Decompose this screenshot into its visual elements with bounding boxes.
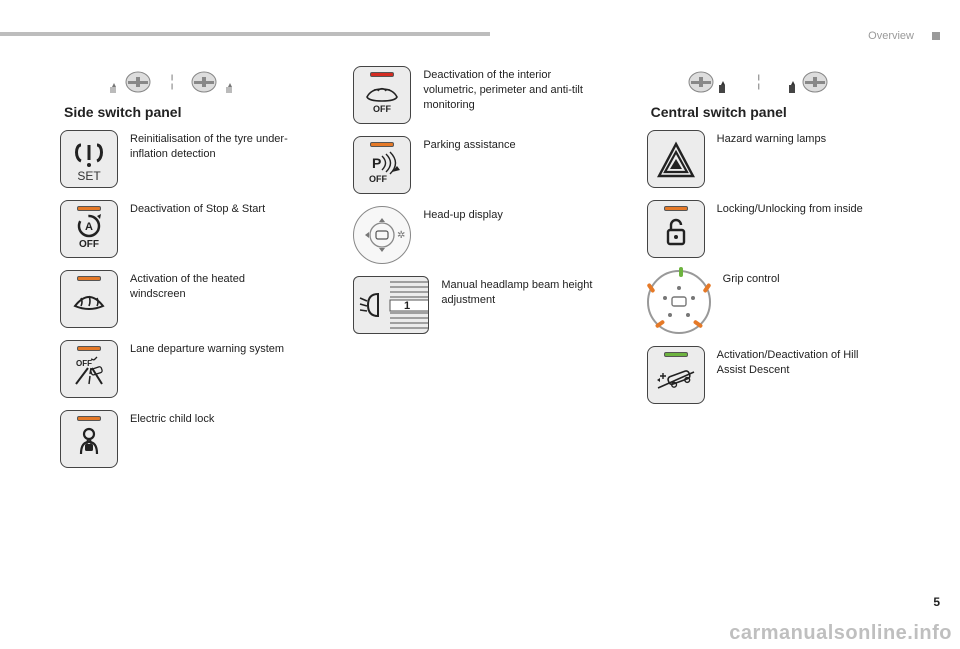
grip-control-icon: [656, 279, 702, 325]
item-grip-control: Grip control: [647, 270, 930, 334]
grip-control-dial[interactable]: [647, 270, 711, 334]
section-label: Overview: [868, 30, 914, 42]
led-orange-icon: [77, 206, 101, 211]
heated-windscreen-icon: [69, 286, 109, 316]
wheel-left-center-icon: [687, 69, 739, 95]
item-hud: ✲ Head-up display: [353, 206, 636, 264]
wheel-left-icon: [100, 69, 152, 95]
desc-parking-assist: Parking assistance: [423, 136, 515, 153]
led-red-icon: [370, 72, 394, 77]
wheel-right-icon: [190, 69, 242, 95]
content-columns: ¦ Side switch panel SET Reinitialisation…: [60, 62, 930, 480]
btn-interior-monitoring[interactable]: OFF: [353, 66, 411, 124]
grip-seg-icon: [679, 267, 683, 277]
led-orange-icon: [664, 206, 688, 211]
desc-hud: Head-up display: [423, 206, 503, 223]
item-lock-unlock: Locking/Unlocking from inside: [647, 200, 930, 258]
lane-departure-icon: OFF: [68, 354, 110, 388]
divider-icon: ¦: [757, 73, 759, 91]
wheel-right-center-icon: [777, 69, 829, 95]
svg-text:✲: ✲: [397, 230, 405, 241]
desc-lane-departure: Lane departure warning system: [130, 340, 284, 357]
btn-hazard[interactable]: [647, 130, 705, 188]
svg-text:OFF: OFF: [369, 174, 387, 184]
led-green-icon: [664, 352, 688, 357]
child-lock-icon: [72, 424, 106, 458]
hud-icon: ✲: [357, 210, 407, 260]
hud-control[interactable]: ✲: [353, 206, 411, 264]
item-stop-start: A OFF Deactivation of Stop & Start: [60, 200, 343, 258]
side-location-diagram: ¦: [100, 66, 343, 98]
btn-tyre-reinit[interactable]: SET: [60, 130, 118, 188]
desc-tyre-reinit: Reinitialisation of the tyre under-infla…: [130, 130, 290, 162]
svg-text:P: P: [372, 155, 381, 171]
desc-grip-control: Grip control: [723, 270, 780, 287]
item-hill-assist: Activation/Deactivation of Hill Assist D…: [647, 346, 930, 404]
btn-parking-assist[interactable]: P OFF: [353, 136, 411, 194]
interior-monitoring-icon: OFF: [361, 81, 403, 113]
col-side: ¦ Side switch panel SET Reinitialisation…: [60, 62, 343, 480]
svg-text:1: 1: [404, 300, 410, 312]
btn-hill-assist[interactable]: [647, 346, 705, 404]
btn-stop-start[interactable]: A OFF: [60, 200, 118, 258]
grip-seg-icon: [646, 283, 655, 293]
desc-interior-monitoring: Deactivation of the interior volumetric,…: [423, 66, 583, 113]
header-right: Overview: [868, 30, 940, 42]
btn-child-lock[interactable]: [60, 410, 118, 468]
header-square-icon: [932, 32, 940, 40]
btn-lane-departure[interactable]: OFF: [60, 340, 118, 398]
svg-text:OFF: OFF: [76, 359, 92, 368]
desc-hill-assist: Activation/Deactivation of Hill Assist D…: [717, 346, 877, 378]
item-heated-windscreen: Activation of the heated windscreen: [60, 270, 343, 328]
col-central: ¦ Central switch panel Hazard warning la…: [647, 62, 930, 480]
tyre-reinit-icon: SET: [69, 139, 109, 183]
svg-text:SET: SET: [77, 169, 101, 183]
page-number: 5: [933, 595, 940, 609]
top-rule: [0, 32, 490, 36]
led-orange-icon: [370, 142, 394, 147]
side-panel-title: Side switch panel: [64, 104, 343, 120]
led-orange-icon: [77, 416, 101, 421]
headlamp-height-control[interactable]: 1: [353, 276, 429, 334]
desc-lock-unlock: Locking/Unlocking from inside: [717, 200, 863, 217]
lock-unlock-icon: [661, 214, 691, 248]
stop-start-icon: A OFF: [71, 212, 107, 250]
hazard-icon: [655, 140, 697, 182]
led-orange-icon: [77, 346, 101, 351]
svg-text:A: A: [85, 221, 93, 233]
desc-child-lock: Electric child lock: [130, 410, 214, 427]
desc-heated-windscreen: Activation of the heated windscreen: [130, 270, 290, 302]
desc-stop-start: Deactivation of Stop & Start: [130, 200, 265, 217]
central-location-diagram: ¦: [687, 66, 930, 98]
item-parking-assist: P OFF Parking assistance: [353, 136, 636, 194]
btn-heated-windscreen[interactable]: [60, 270, 118, 328]
col-mid: OFF Deactivation of the interior volumet…: [353, 62, 636, 480]
item-tyre-reinit: SET Reinitialisation of the tyre under-i…: [60, 130, 343, 188]
item-child-lock: Electric child lock: [60, 410, 343, 468]
headlamp-height-icon: 1: [354, 276, 428, 334]
watermark: carmanualsonline.info: [729, 622, 952, 645]
item-hazard: Hazard warning lamps: [647, 130, 930, 188]
grip-seg-icon: [702, 283, 711, 293]
item-interior-monitoring: OFF Deactivation of the interior volumet…: [353, 66, 636, 124]
parking-assist-icon: P OFF: [362, 150, 402, 184]
desc-headlamp-height: Manual headlamp beam height adjustment: [441, 276, 601, 308]
led-orange-icon: [77, 276, 101, 281]
desc-hazard: Hazard warning lamps: [717, 130, 826, 147]
central-panel-title: Central switch panel: [651, 104, 930, 120]
btn-lock-unlock[interactable]: [647, 200, 705, 258]
svg-text:OFF: OFF: [373, 104, 391, 113]
svg-text:OFF: OFF: [79, 239, 99, 250]
item-lane-departure: OFF Lane departure warning system: [60, 340, 343, 398]
hill-assist-icon: [654, 362, 698, 392]
item-headlamp-height: 1 Manual headlamp beam height adjustment: [353, 276, 636, 334]
divider-icon: ¦: [170, 73, 172, 91]
